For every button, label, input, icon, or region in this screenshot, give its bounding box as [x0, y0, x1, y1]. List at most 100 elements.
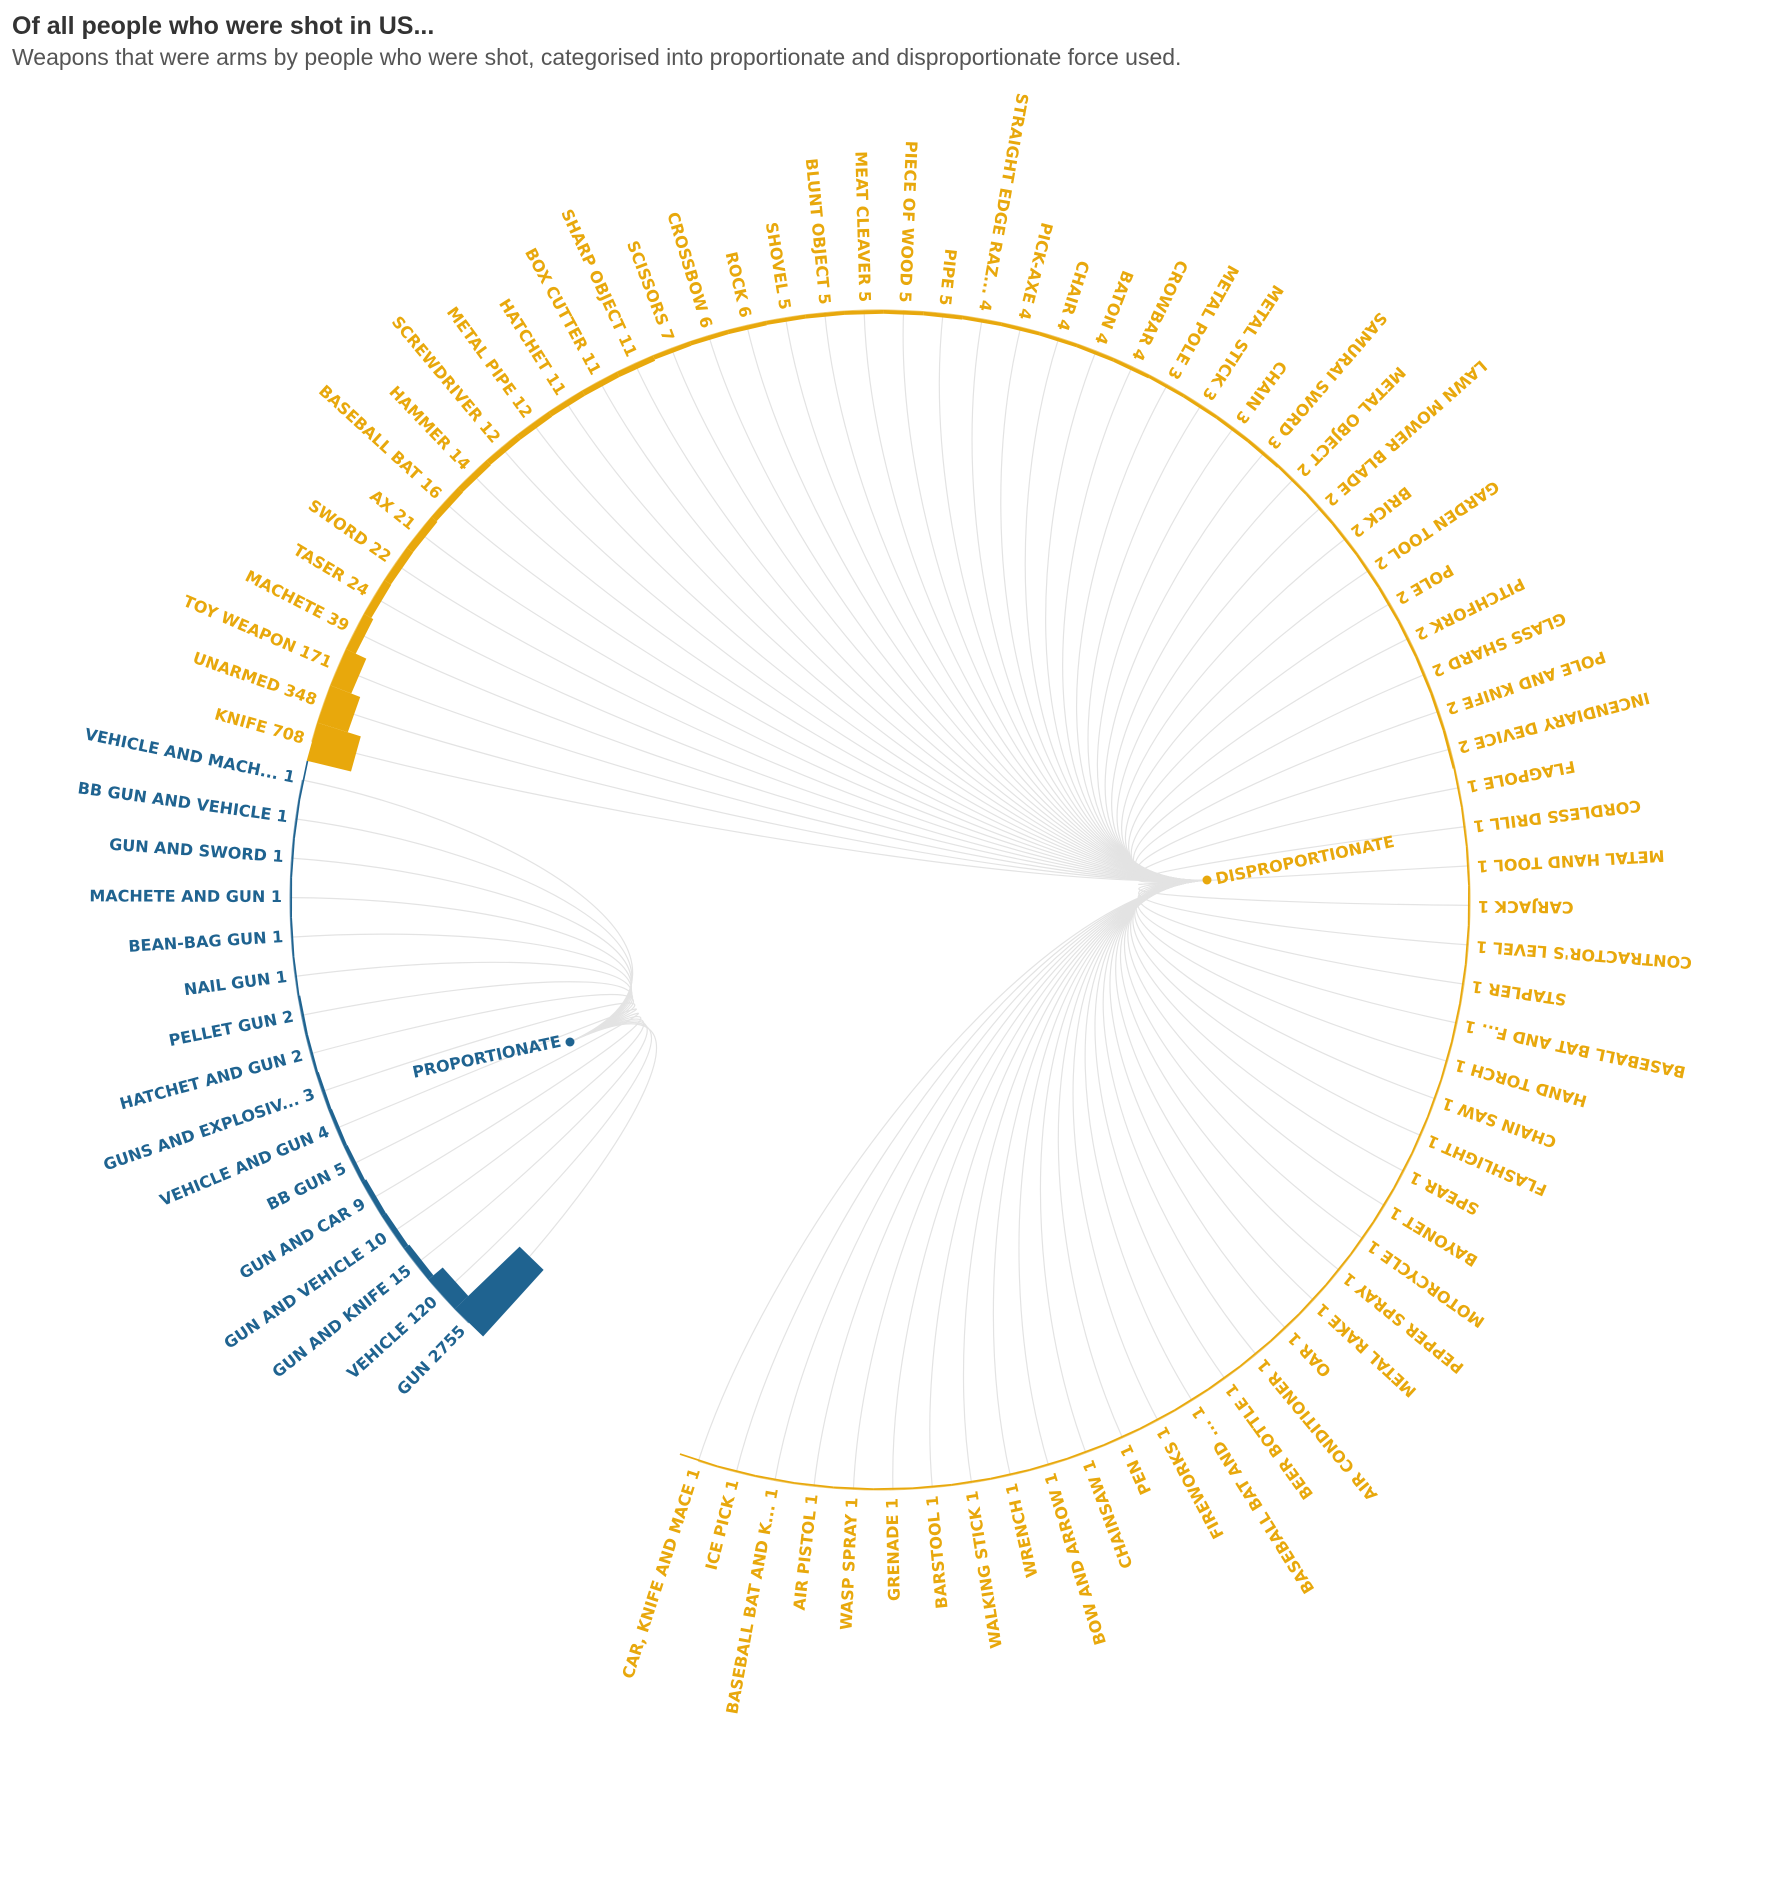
leaf-label: BASEBALL BAT 16: [315, 381, 446, 503]
leaf-label: STRAIGHT EDGE RAZ... 4: [975, 92, 1032, 313]
link-line: [301, 981, 633, 1043]
link-line: [1137, 787, 1460, 882]
link-line: [892, 879, 1208, 1490]
link-line: [1039, 879, 1208, 1454]
leaf-label: MEAT CLEAVER 5: [851, 151, 874, 302]
link-line: [1116, 507, 1322, 881]
link-line: [708, 335, 1208, 881]
link-line: [289, 897, 632, 1043]
bar: [290, 877, 293, 918]
bar: [1103, 1427, 1141, 1446]
bar: [1464, 925, 1470, 965]
bar: [292, 956, 300, 996]
link-line: [444, 501, 1208, 881]
bar: [912, 1483, 952, 1490]
bar: [1207, 1365, 1241, 1390]
bar: [873, 1487, 913, 1490]
links-layer: [289, 310, 1471, 1490]
bar: [328, 1108, 348, 1147]
bar: [454, 1246, 544, 1337]
leaf-label: BEAN-BAG GUN 1: [128, 927, 284, 956]
bar: [290, 917, 295, 957]
link-line: [813, 879, 1208, 1487]
bar: [1465, 846, 1470, 886]
chart-subtitle: Weapons that were arms by people who wer…: [12, 44, 1182, 70]
link-line: [302, 779, 634, 1043]
link-line: [1136, 748, 1451, 882]
link-line: [1062, 366, 1208, 881]
leaf-label: WRENCH 1: [1002, 1481, 1042, 1579]
bar: [833, 1486, 874, 1490]
link-line: [294, 961, 633, 1043]
bar: [923, 311, 963, 320]
bar: [755, 1475, 795, 1484]
leaf-label: METAL HAND TOOL 1: [1477, 846, 1665, 876]
chart-title: Of all people who were shot in US...: [12, 12, 435, 40]
leaf-label: BLUNT OBJECT 5: [802, 158, 835, 306]
leaf-label: CROSSBOW 6: [663, 210, 716, 330]
link-line: [963, 879, 1208, 1483]
link-line: [746, 325, 1208, 881]
bar: [1174, 1388, 1209, 1411]
leaf-label: PEN 1: [1116, 1442, 1155, 1498]
link-line: [291, 933, 632, 1043]
group-hub-dot: [1202, 875, 1212, 885]
link-line: [1134, 710, 1440, 882]
leaf-label: SCISSORS 7: [623, 238, 678, 344]
bar: [1350, 1221, 1375, 1255]
bar: [293, 799, 301, 839]
link-line: [352, 1012, 639, 1165]
link-line: [1111, 478, 1294, 881]
group-arc: [289, 779, 470, 1324]
bar: [330, 649, 367, 694]
leaf-label: BARSTOOL 1: [923, 1495, 952, 1610]
bar: [381, 1213, 409, 1249]
bar: [486, 435, 521, 465]
bar: [305, 1034, 319, 1073]
link-line: [468, 1023, 657, 1324]
leaf-label: PELLET GUN 2: [167, 1007, 295, 1050]
bar: [1298, 1284, 1327, 1315]
leaf-label: FLAGPOLE 1: [1465, 757, 1576, 797]
bar: [1305, 493, 1334, 525]
link-line: [1137, 826, 1466, 883]
group-label: DISPROPORTIONATE: [1214, 832, 1396, 888]
leaf-label: BB GUN 5: [264, 1159, 350, 1215]
link-line: [634, 363, 1208, 881]
bar: [315, 1071, 332, 1111]
bars-layer: [289, 309, 1471, 1491]
link-line: [1104, 452, 1265, 881]
link-line: [321, 1002, 636, 1093]
bar: [364, 580, 392, 618]
link-line: [323, 703, 1208, 882]
bar: [1215, 416, 1250, 443]
bar: [689, 330, 729, 346]
leaf-label: CORDLESS DRILL 1: [1472, 796, 1642, 836]
bar: [1377, 586, 1400, 622]
bar: [346, 613, 374, 654]
link-line: [564, 400, 1208, 881]
link-line: [852, 879, 1208, 1490]
bar: [1430, 692, 1445, 731]
leaf-label: WALKING STICK 1: [962, 1489, 1005, 1649]
bar: [1460, 807, 1468, 847]
bar: [431, 487, 463, 522]
link-line: [1127, 879, 1385, 1207]
leaf-label: CONTRACTOR'S LEVEL 1: [1476, 937, 1693, 972]
bar: [1411, 1116, 1429, 1154]
bar: [1372, 1187, 1395, 1223]
bar: [883, 310, 924, 316]
leaf-label: GRENADE 1: [883, 1498, 904, 1601]
bar: [794, 1482, 834, 1489]
bar: [1139, 1409, 1176, 1430]
bar: [1440, 1041, 1453, 1081]
bar: [1426, 1079, 1442, 1118]
bar: [1277, 465, 1308, 495]
link-line: [337, 666, 1208, 882]
link-line: [1138, 879, 1471, 906]
link-line: [295, 818, 633, 1043]
bar: [727, 321, 767, 335]
link-line: [1133, 673, 1426, 882]
bar: [1148, 375, 1185, 398]
